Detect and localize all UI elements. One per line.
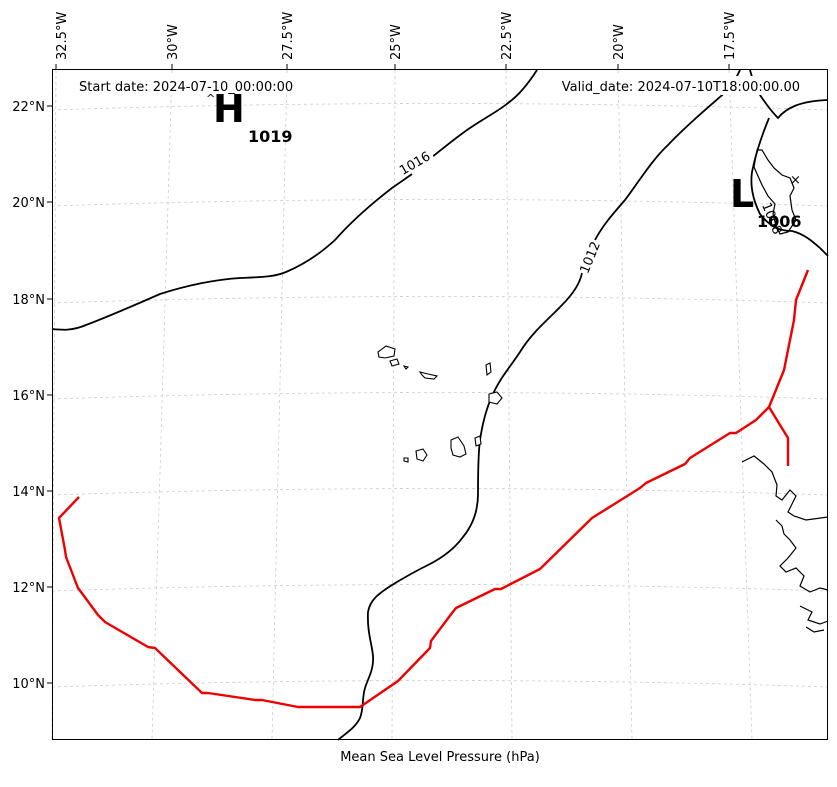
lat-tick-label: 18°N [12, 293, 45, 308]
isobar-1016-label-backdrop [398, 147, 436, 177]
lon-tick-label: 17.5°W [723, 12, 738, 60]
grid-line-lat-18 [51, 296, 829, 304]
latitude-ticks: 22°N 20°N 18°N 16°N 14°N 12°N 10°N [12, 100, 52, 692]
santa-luzia-island [402, 365, 410, 370]
guinea-coast [799, 605, 829, 633]
high-marker-icon: ^ [206, 92, 215, 105]
isobar-1008-line [750, 117, 829, 257]
sal-island [485, 362, 492, 377]
isobar-1012-label: 1012 [578, 240, 604, 276]
santiago-island [450, 436, 467, 458]
lon-tick-label: 27.5°W [281, 12, 296, 60]
santo-antao-island [377, 345, 396, 359]
low-center-cross-icon: × [790, 173, 801, 188]
isobar-1012-line [337, 69, 741, 741]
senegal-coast [741, 455, 829, 593]
track-branch-line [767, 406, 790, 466]
brava-island [403, 457, 409, 463]
lon-tick-label: 25°W [389, 24, 404, 60]
lat-tick-label: 14°N [12, 485, 45, 500]
grid-line-lon-30 [151, 69, 173, 741]
isobars [51, 69, 829, 741]
map-caption: Mean Sea Level Pressure (hPa) [340, 750, 540, 765]
fogo-island [415, 448, 428, 462]
start-date-backdrop [75, 76, 313, 95]
boa-vista-island [488, 391, 503, 405]
track-line [57, 269, 810, 709]
graticule [51, 69, 829, 741]
grid-line-lon-20 [617, 69, 633, 741]
lon-tick-label: 20°W [612, 24, 627, 60]
sao-nicolau-island [418, 371, 439, 380]
grid-line-lat-16 [51, 392, 829, 400]
grid-line-lat-14 [51, 488, 829, 496]
grid-line-lat-20 [51, 199, 829, 207]
start-date-label: Start date: 2024-07-10_00:00:00 [79, 80, 293, 95]
valid-date-label: Valid_date: 2024-07-10T18:00:00.00 [562, 80, 800, 95]
valid-date-backdrop [540, 76, 803, 95]
grid-line-lat-10 [51, 680, 829, 688]
lat-tick-label: 16°N [12, 389, 45, 404]
lat-tick-label: 20°N [12, 196, 45, 211]
lon-tick-label: 30°W [166, 24, 181, 60]
grid-line-lat-12 [51, 584, 829, 592]
low-pressure-letter: L [730, 172, 754, 216]
map-frame [52, 69, 828, 740]
isobar-1012-label-backdrop [577, 239, 603, 277]
lat-tick-label: 10°N [12, 677, 45, 692]
longitude-ticks: 32.5°W 30°W 27.5°W 25°W 22.5°W 20°W 17.5… [55, 12, 738, 70]
lon-tick-label: 22.5°W [500, 12, 515, 60]
sao-vicente-island [389, 358, 400, 367]
maio-island [474, 435, 482, 447]
africa-coastline [753, 149, 797, 235]
coastlines [377, 149, 829, 633]
low-pressure-system: × L 1006 [730, 172, 802, 231]
lon-tick-label: 32.5°W [55, 12, 70, 60]
grid-line-lon-17-5 [728, 69, 753, 741]
high-pressure-letter: H [213, 87, 245, 131]
isobar-1016-label: 1016 [397, 149, 433, 179]
grid-line-lon-25 [391, 69, 396, 741]
track-group [57, 269, 810, 709]
lat-tick-label: 22°N [12, 100, 45, 115]
grid-line-lat-22 [51, 103, 829, 111]
high-pressure-system: ^ H 1019 [206, 87, 293, 146]
low-pressure-value: 1006 [757, 212, 802, 231]
grid-line-lon-22-5 [505, 69, 513, 741]
lat-tick-label: 12°N [12, 581, 45, 596]
grid-line-lon-27-5 [271, 69, 288, 741]
high-pressure-value: 1019 [248, 127, 293, 146]
isobar-1016-line [51, 69, 538, 331]
